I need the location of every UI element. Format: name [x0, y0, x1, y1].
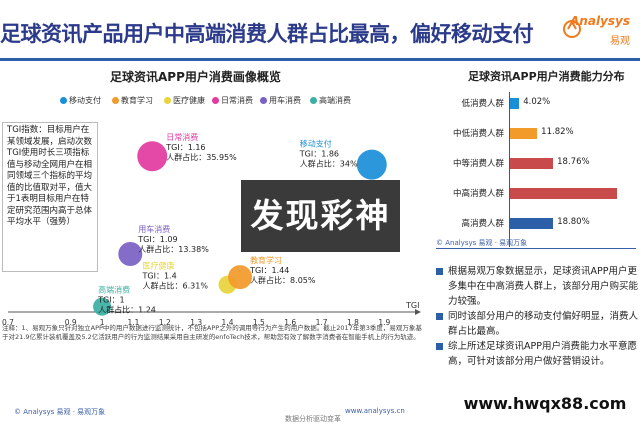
watermark-text: 发现彩神 — [250, 196, 391, 235]
bar-chart-title: 足球资讯APP用户消费能力分布 — [468, 70, 625, 83]
bar-mark — [510, 188, 618, 199]
legend-item: 高端消费 — [310, 94, 351, 108]
bubble-tgi-label: TGI：1 — [97, 296, 125, 305]
title-bar: 足球资讯产品用户中高端消费人群占比最高，偏好移动支付 Analysys 易观 — [0, 0, 640, 58]
x-tick-label: 1.6 — [284, 318, 296, 327]
bar-value-label: 4.02% — [523, 97, 551, 107]
bubble-name-label: 用车消费 — [138, 224, 170, 234]
bubble-chart-title: 足球资讯APP用户消费画像概览 — [110, 70, 281, 84]
bar-value-label: 11.82% — [541, 127, 574, 137]
bubble-tgi-label: TGI：1.4 — [142, 272, 177, 281]
x-tick-label: 1.5 — [253, 318, 265, 327]
bar-mark — [510, 158, 554, 169]
bubble-tgi-label: TGI：1.86 — [299, 150, 339, 159]
bubble-share-label: 人群占比：34% — [300, 159, 358, 169]
bubble-share-label: 人群占比：8.05% — [250, 275, 316, 285]
footer-source: © Analysys 易观 · 易观万象 — [14, 408, 106, 416]
legend-dot-icon — [112, 97, 119, 104]
x-tick-label: 1.3 — [190, 318, 202, 327]
bubble-name-label: 高端消费 — [98, 285, 130, 295]
legend-label: 日常消费 — [221, 96, 253, 105]
tgi-definition-box: TGI指数：目标用户在某领域发展，启动次数TGI使用时长三项指标值与移动全网用户… — [2, 122, 98, 272]
bubble-tgi-label: TGI：1.44 — [249, 266, 289, 275]
bar-chart-rule — [436, 248, 636, 249]
x-axis-label: TGI — [405, 301, 419, 310]
legend-item: 医疗健康 — [164, 94, 205, 108]
legend-dot-icon — [260, 97, 267, 104]
insight-bullet: 同时该部分用户的移动支付偏好明显，消费人群占比最高。 — [436, 309, 640, 339]
legend-dot-icon — [60, 97, 67, 104]
bubble-share-label: 人群占比：35.95% — [166, 152, 237, 162]
bubble-share-label: 人群占比：6.31% — [143, 281, 209, 291]
bubble-tgi-label: TGI：1.09 — [137, 235, 177, 244]
logo-sub: 易观 — [610, 36, 630, 47]
legend-item: 用车消费 — [260, 94, 301, 108]
bar-category-label: 中高消费人群 — [452, 189, 504, 199]
bubble-point — [93, 297, 112, 316]
logo-name: Analysys — [570, 14, 630, 28]
bubble-name-label: 移动支付 — [300, 139, 332, 149]
legend-label: 教育学习 — [121, 96, 153, 105]
legend-dot-icon — [212, 97, 219, 104]
bar-mark — [510, 128, 538, 139]
bubble-point — [228, 265, 253, 290]
x-tick-label: 0.9 — [65, 318, 77, 327]
bubble-tgi-label: TGI：1.16 — [165, 143, 205, 152]
x-tick-label: 1.9 — [378, 318, 390, 327]
bar-category-label: 低消费人群 — [461, 99, 504, 109]
x-tick-label: 1.8 — [347, 318, 359, 327]
bar-category-label: 中低消费人群 — [452, 129, 504, 139]
bubble-name-label: 日常消费 — [166, 132, 198, 142]
insight-bullet: 根据易观万象数据显示，足球资讯APP用户更多集中在中高消费人群上，该部分用户购买… — [436, 264, 640, 309]
bar-category-label: 中等消费人群 — [452, 159, 504, 169]
x-tick-label: 1.1 — [127, 318, 139, 327]
header-rule — [0, 58, 640, 61]
bubble-share-label: 人群占比：1.24 — [98, 305, 156, 315]
legend-item: 教育学习 — [112, 94, 153, 108]
watermark-overlay: 发现彩神 — [241, 180, 400, 252]
legend-label: 医疗健康 — [173, 96, 205, 105]
x-tick-label: 0.7 — [2, 318, 14, 327]
bar-mark — [510, 98, 520, 109]
url-badge — [460, 389, 630, 419]
bubble-chart-panel: 足球资讯APP用户消费画像概览 移动支付 教育学习 医疗健康 日常消费 用车消费 高端消费… — [0, 62, 428, 427]
bubble-point — [118, 242, 143, 267]
legend-dot-icon — [310, 97, 317, 104]
bar-chart-source: © Analysys 易观 · 易观万象 — [436, 239, 528, 247]
bubble-name-label: 教育学习 — [250, 255, 282, 265]
bar-category-label: 高消费人群 — [461, 219, 504, 229]
bar-chart-panel: 足球资讯APP用户消费能力分布 低消费人群 4.02% 中低消费人群 11.82% 中等… — [430, 62, 640, 427]
legend-label: 移动支付 — [69, 96, 101, 105]
bar-mark — [510, 218, 554, 229]
legend-item: 日常消费 — [212, 94, 253, 108]
page-title: 足球资讯产品用户中高端消费人群占比最高，偏好移动支付 — [0, 22, 534, 46]
bar-value-label: 18.80% — [557, 217, 590, 227]
x-tick-label: 1.2 — [159, 318, 171, 327]
insight-bullet: 综上所述足球资讯APP用户消费能力水平意愿高，可针对该部分用户做好营销设计。 — [436, 339, 640, 369]
legend-dot-icon — [164, 97, 171, 104]
bubble-chart: TGI 0.7 0.9 1 1.1 1.2 1.3 1.4 1.5 1.6 1.7 1.8 1.9 移动支… — [2, 132, 421, 327]
x-tick-label: 1.7 — [316, 318, 328, 327]
bar-value-label: 18.76% — [557, 157, 590, 167]
x-tick-label: 1.4 — [222, 318, 234, 327]
legend-label: 用车消费 — [269, 96, 301, 105]
x-tick-label: 1 — [100, 318, 105, 327]
legend-label: 高端消费 — [319, 96, 351, 105]
url-badge-text[interactable]: www.hwqx88.com — [463, 394, 627, 413]
analysys-logo-icon — [563, 19, 581, 38]
insight-bullets: 根据易观万象数据显示，足球资讯APP用户更多集中在中高消费人群上，该部分用户购买… — [436, 264, 640, 369]
bubble-point — [356, 149, 387, 180]
footer-url: www.analysys.cn — [345, 407, 405, 415]
footer-slogan: 数据分析驱动变革 — [285, 415, 341, 423]
bubble-point — [137, 141, 168, 172]
bar-chart-axis — [509, 92, 510, 247]
bubble-name-label: 医疗健康 — [143, 261, 175, 271]
bubble-share-label: 人群占比：13.38% — [138, 244, 209, 254]
footnote: 注释：1、易观万象只针对独立APP中的用户数据进行监测统计，不包括APP之外的调… — [2, 324, 422, 341]
legend-item: 移动支付 — [60, 94, 101, 108]
x-axis-arrow-icon — [415, 309, 421, 315]
